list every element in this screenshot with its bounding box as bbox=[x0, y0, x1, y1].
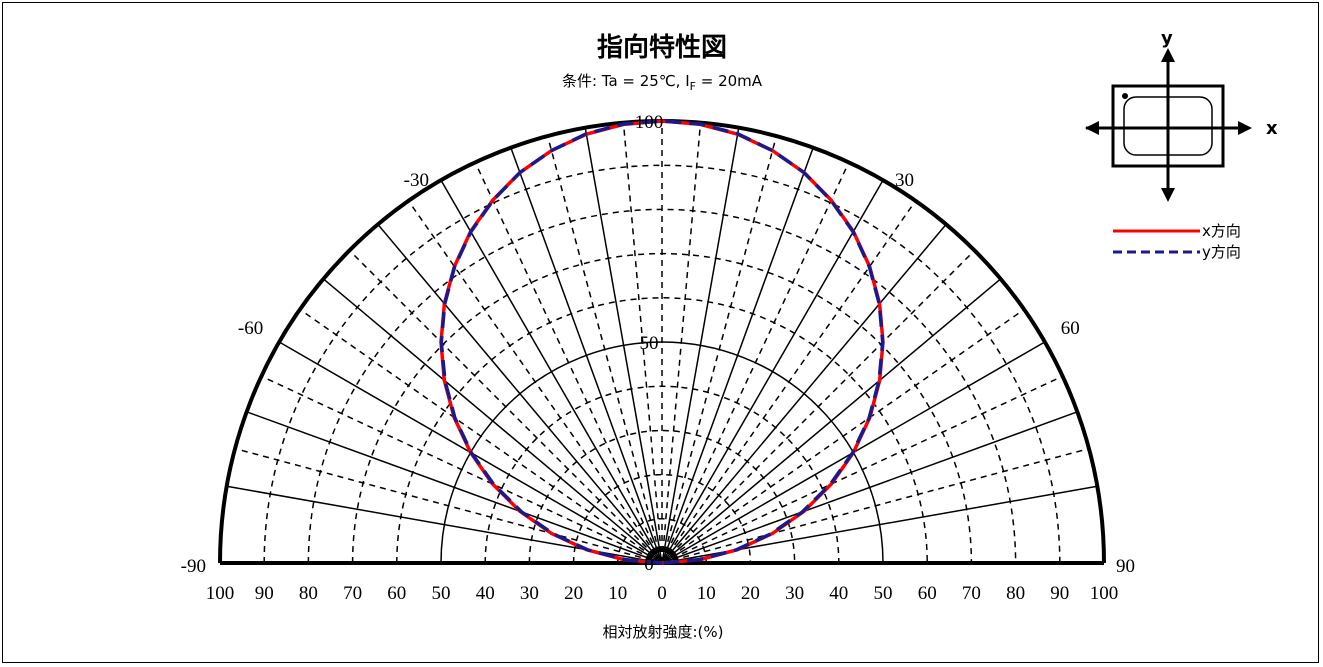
x-tick-label: 70 bbox=[343, 583, 362, 604]
x-tick-label: 80 bbox=[299, 583, 318, 604]
subtitle-subscript: F bbox=[690, 80, 696, 93]
grid-radial-50 bbox=[661, 278, 1002, 564]
angle-label: -30 bbox=[404, 170, 429, 191]
grid-radial-55 bbox=[661, 308, 1025, 564]
grid-radial--30 bbox=[440, 179, 663, 564]
grid-radial--75 bbox=[234, 447, 663, 564]
subtitle-suffix: = 20mA bbox=[696, 72, 763, 90]
x-tick-label: 40 bbox=[476, 583, 495, 604]
grid-radial-35 bbox=[661, 200, 917, 564]
x-tick-label: 100 bbox=[206, 583, 235, 604]
grid-radial-45 bbox=[661, 249, 976, 564]
x-arrow-head-left bbox=[1085, 121, 1099, 135]
x-tick-label: 40 bbox=[829, 583, 848, 604]
grid-radial-70 bbox=[661, 411, 1078, 564]
grid-radial--10 bbox=[584, 127, 663, 564]
radius-label: 0 bbox=[644, 554, 654, 575]
grid-radial--40 bbox=[377, 223, 663, 564]
grid-radial--25 bbox=[474, 162, 663, 564]
legend-label-x: x方向 bbox=[1202, 222, 1241, 240]
grid-arc-20 bbox=[572, 473, 752, 564]
inset-x-label: x bbox=[1266, 118, 1278, 139]
polar-grid bbox=[218, 119, 1106, 565]
legend: x方向 y方向 bbox=[1113, 222, 1241, 261]
angle-label: 30 bbox=[895, 170, 914, 191]
x-tick-label: 30 bbox=[520, 583, 539, 604]
y-arrow-head-bottom bbox=[1161, 188, 1175, 202]
grid-radial--50 bbox=[322, 278, 663, 564]
x-tick-label: 50 bbox=[432, 583, 451, 604]
grid-radial--55 bbox=[299, 308, 663, 564]
grid-radial-75 bbox=[661, 447, 1090, 564]
x-arrow-head-right bbox=[1238, 121, 1252, 135]
x-tick-label: 80 bbox=[1006, 583, 1025, 604]
series-line-1 bbox=[439, 119, 885, 565]
chart-subtitle: 条件: Ta = 25℃, IF = 20mA bbox=[562, 72, 763, 93]
grid-radial--35 bbox=[407, 200, 663, 564]
x-tick-label: 90 bbox=[255, 583, 274, 604]
x-tick-label: 70 bbox=[962, 583, 981, 604]
grid-radial-15 bbox=[661, 135, 778, 564]
x-tick-label: 30 bbox=[785, 583, 804, 604]
grid-radial--5 bbox=[622, 122, 663, 564]
pin-marker bbox=[1122, 93, 1128, 99]
grid-radial-40 bbox=[661, 223, 947, 564]
x-tick-label: 60 bbox=[918, 583, 937, 604]
angle-label: -60 bbox=[238, 318, 263, 339]
package-orientation-diagram: x y bbox=[1085, 28, 1278, 202]
grid-radial--70 bbox=[246, 411, 663, 564]
angle-label: 60 bbox=[1061, 318, 1080, 339]
radius-label: 50 bbox=[640, 333, 659, 354]
x-axis-label: 相対放射強度:(%) bbox=[602, 623, 723, 641]
grid-radial--45 bbox=[348, 249, 663, 564]
x-tick-label: 0 bbox=[657, 583, 667, 604]
x-tick-label: 100 bbox=[1090, 583, 1119, 604]
x-tick-label: 20 bbox=[564, 583, 583, 604]
grid-radial-5 bbox=[661, 122, 702, 564]
x-tick-label: 90 bbox=[1050, 583, 1069, 604]
grid-radial-10 bbox=[661, 127, 740, 564]
x-tick-label: 10 bbox=[608, 583, 627, 604]
angle-label: -90 bbox=[181, 556, 206, 577]
grid-radial-65 bbox=[661, 375, 1063, 564]
x-tick-label: 20 bbox=[741, 583, 760, 604]
x-tick-label: 60 bbox=[387, 583, 406, 604]
y-arrow-head-top bbox=[1161, 48, 1175, 62]
x-tick-label: 10 bbox=[697, 583, 716, 604]
grid-radial--15 bbox=[546, 135, 663, 564]
inset-y-label: y bbox=[1161, 28, 1173, 49]
x-tick-label: 50 bbox=[874, 583, 893, 604]
grid-arc-30 bbox=[528, 429, 796, 564]
grid-radial--65 bbox=[261, 375, 663, 564]
angle-label: 90 bbox=[1116, 556, 1135, 577]
polar-series bbox=[439, 119, 885, 565]
grid-radial-25 bbox=[661, 162, 850, 564]
grid-radial--20 bbox=[510, 147, 663, 564]
legend-label-y: y方向 bbox=[1202, 243, 1241, 261]
radius-label: 100 bbox=[635, 112, 664, 133]
grid-radial-30 bbox=[661, 179, 884, 564]
subtitle-prefix: 条件: Ta = 25℃, I bbox=[562, 72, 690, 90]
grid-radial-20 bbox=[661, 147, 814, 564]
chart-title: 指向特性図 bbox=[597, 32, 727, 63]
